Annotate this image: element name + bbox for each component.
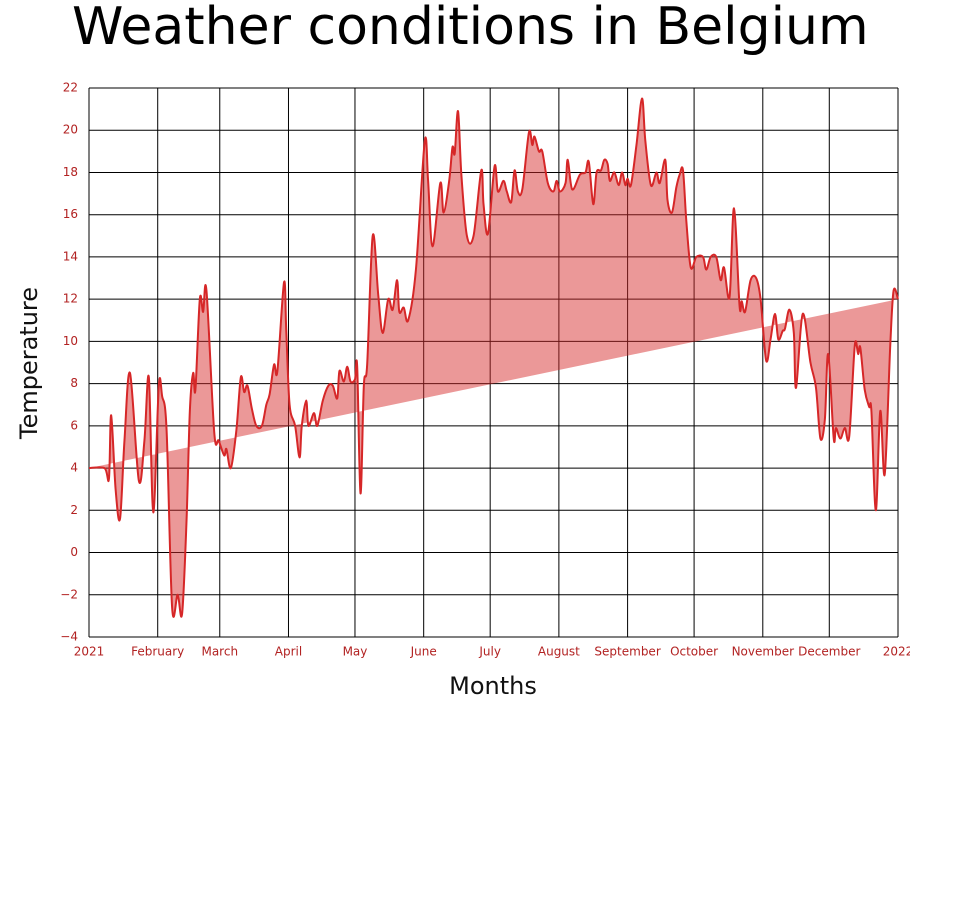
x-tick-label: May (343, 645, 368, 659)
y-tick-label: 16 (63, 207, 78, 221)
x-axis-title: Months (449, 672, 537, 700)
y-tick-label: 4 (70, 461, 78, 475)
chart-title: Weather conditions in Belgium (72, 0, 869, 57)
x-tick-label: June (410, 645, 437, 659)
x-tick-label: August (538, 645, 580, 659)
x-tick-label: 2021 (74, 645, 105, 659)
x-tick-label: December (798, 645, 860, 659)
y-axis-title: Temperature (15, 287, 43, 440)
y-tick-label: 22 (63, 81, 78, 95)
x-tick-label: October (670, 645, 718, 659)
y-tick-label: 0 (70, 545, 78, 559)
x-tick-label: April (275, 645, 302, 659)
y-tick-label: 14 (63, 249, 78, 263)
y-tick-label: 8 (70, 376, 78, 390)
y-tick-label: 10 (63, 334, 78, 348)
x-tick-label: November (732, 645, 794, 659)
grid (88, 87, 899, 638)
y-tick-label: 18 (63, 165, 78, 179)
x-tick-label: July (478, 645, 501, 659)
x-tick-label: September (594, 645, 660, 659)
line (88, 97, 899, 618)
y-tick-label: 12 (63, 292, 78, 306)
y-tick-label: 20 (63, 123, 78, 137)
area (89, 98, 898, 617)
x-tick-label: March (201, 645, 238, 659)
y-tick-label: −2 (60, 587, 78, 601)
y-tick-label: 2 (70, 503, 78, 517)
plot-area (88, 97, 899, 618)
y-tick-label: 6 (70, 418, 78, 432)
y-tick-label: −4 (60, 630, 78, 644)
x-tick-label: 2022 (883, 645, 914, 659)
x-tick-label: February (131, 645, 184, 659)
